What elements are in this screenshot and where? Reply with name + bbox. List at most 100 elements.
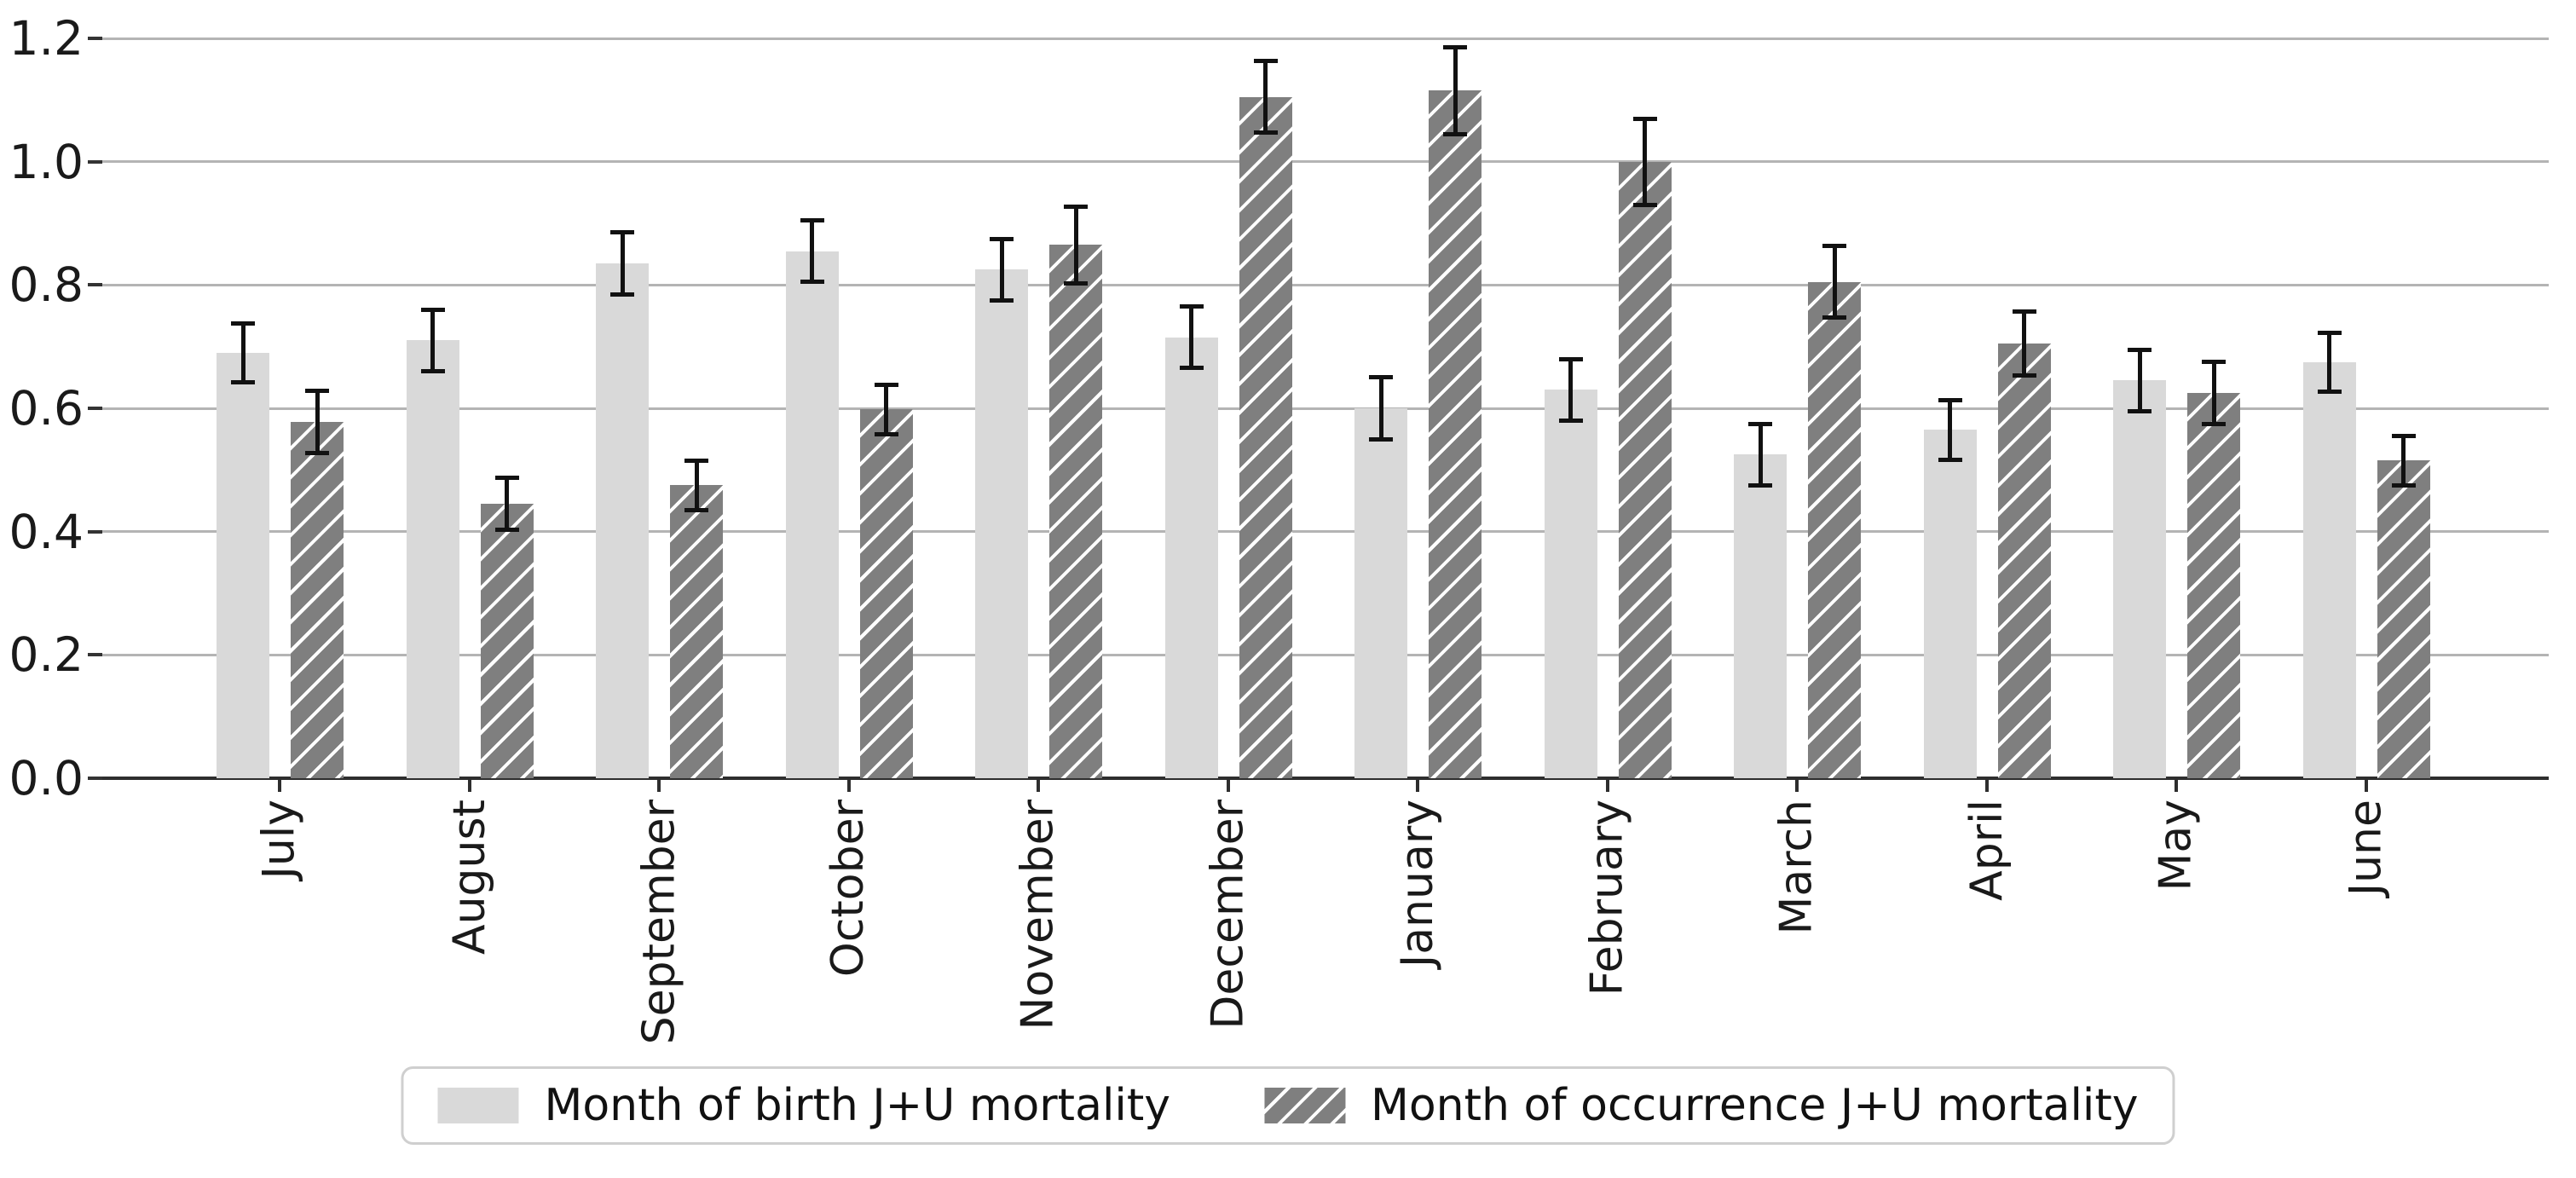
bar-birth-february — [1544, 390, 1597, 778]
bar-occurrence-june — [2377, 460, 2430, 778]
x-tick-label-march: March — [1771, 800, 1822, 935]
error-bar-cap-bottom-occurrence-december — [1253, 130, 1278, 136]
bar-occurrence-january — [1429, 90, 1481, 778]
error-bar-cap-bottom-occurrence-may — [2202, 421, 2226, 426]
error-bar-cap-top-birth-august — [420, 307, 445, 312]
error-bar-occurrence-december — [1263, 61, 1268, 133]
error-bar-birth-june — [2327, 332, 2331, 392]
gridline-y-1.2 — [101, 37, 2549, 40]
x-tick-mark-september — [657, 778, 661, 792]
error-bar-birth-august — [430, 309, 435, 372]
error-bar-cap-top-birth-june — [2317, 330, 2342, 335]
error-bar-cap-top-occurrence-february — [1632, 116, 1657, 121]
error-bar-cap-bottom-birth-february — [1558, 418, 1583, 423]
bar-birth-january — [1354, 408, 1407, 778]
error-bar-cap-top-occurrence-july — [305, 389, 329, 394]
error-bar-occurrence-june — [2401, 436, 2406, 486]
error-bar-cap-top-occurrence-december — [1253, 59, 1278, 64]
x-tick-mark-may — [2175, 778, 2178, 792]
bar-occurrence-may — [2187, 392, 2240, 778]
error-bar-cap-top-occurrence-january — [1443, 45, 1467, 50]
x-tick-label-may: May — [2151, 800, 2202, 892]
error-bar-birth-september — [620, 232, 625, 295]
error-bar-cap-top-birth-september — [610, 230, 634, 235]
error-bar-occurrence-november — [1073, 206, 1078, 284]
y-tick-label-1.0: 1.0 — [9, 134, 84, 189]
error-bar-cap-bottom-occurrence-november — [1064, 280, 1088, 286]
error-bar-occurrence-february — [1643, 118, 1647, 205]
x-tick-label-november: November — [1013, 800, 1064, 1031]
gridline-y-0.6 — [101, 407, 2549, 410]
y-tick-label-0.2: 0.2 — [9, 627, 84, 683]
x-axis-line — [101, 777, 2549, 780]
bar-birth-april — [1923, 430, 1977, 778]
error-bar-cap-bottom-occurrence-april — [2012, 373, 2036, 378]
x-tick-mark-february — [1605, 778, 1609, 792]
x-tick-label-august: August — [443, 800, 495, 955]
y-tick-mark-0.0 — [88, 777, 102, 780]
x-tick-label-february: February — [1581, 800, 1633, 996]
error-bar-cap-top-birth-april — [1938, 398, 1962, 403]
bar-birth-july — [217, 352, 269, 778]
y-tick-label-0.8: 0.8 — [9, 257, 84, 313]
gridline-y-0.4 — [101, 530, 2549, 534]
error-bar-cap-top-birth-february — [1558, 356, 1583, 361]
bar-birth-december — [1164, 337, 1218, 778]
bar-birth-september — [596, 263, 649, 778]
bar-occurrence-august — [480, 504, 534, 778]
legend-item-month-of-occurrence: Month of occurrence J+U mortality — [1264, 1083, 2139, 1128]
gridline-y-0.8 — [101, 283, 2549, 286]
legend-item-month-of-birth: Month of birth J+U mortality — [437, 1083, 1170, 1128]
error-bar-cap-bottom-birth-april — [1938, 457, 1962, 462]
y-tick-label-1.2: 1.2 — [9, 11, 84, 66]
error-bar-cap-bottom-birth-july — [231, 380, 255, 385]
y-tick-mark-0.4 — [88, 529, 102, 534]
legend-label-month-of-birth: Month of birth J+U mortality — [544, 1080, 1170, 1131]
legend: Month of birth J+U mortality Month of oc… — [401, 1066, 2175, 1145]
error-bar-cap-top-birth-january — [1369, 375, 1393, 380]
x-tick-label-october: October — [823, 800, 875, 978]
x-tick-mark-april — [1984, 778, 1989, 792]
error-bar-cap-bottom-birth-august — [420, 369, 445, 374]
y-tick-mark-0.8 — [88, 283, 102, 287]
x-tick-label-april: April — [1961, 800, 2013, 901]
error-bar-occurrence-january — [1453, 47, 1458, 135]
error-bar-cap-top-birth-december — [1179, 304, 1204, 309]
error-bar-birth-december — [1189, 306, 1193, 368]
error-bar-occurrence-september — [694, 460, 699, 511]
error-bar-birth-march — [1758, 424, 1763, 486]
error-bar-cap-bottom-occurrence-october — [874, 431, 898, 436]
error-bar-cap-bottom-birth-september — [610, 292, 634, 297]
error-bar-occurrence-july — [315, 390, 320, 453]
plot-area — [101, 37, 2549, 780]
bar-occurrence-october — [859, 409, 913, 778]
error-bar-cap-top-occurrence-november — [1064, 204, 1088, 209]
error-bar-cap-bottom-birth-january — [1369, 436, 1393, 442]
error-bar-birth-may — [2137, 349, 2142, 412]
error-bar-cap-bottom-occurrence-september — [684, 507, 708, 512]
bar-occurrence-december — [1239, 96, 1292, 778]
error-bar-cap-bottom-occurrence-july — [305, 450, 329, 455]
error-bar-cap-bottom-occurrence-march — [1822, 315, 1846, 320]
bar-occurrence-april — [1997, 344, 2051, 778]
error-bar-cap-top-birth-july — [231, 320, 255, 326]
error-bar-cap-top-birth-march — [1748, 421, 1772, 426]
y-tick-label-0.6: 0.6 — [9, 381, 84, 436]
bar-occurrence-november — [1049, 245, 1102, 778]
gridline-y-1 — [101, 160, 2549, 164]
bar-occurrence-march — [1808, 281, 1861, 778]
error-bar-cap-bottom-birth-november — [990, 297, 1014, 303]
y-tick-label-0.0: 0.0 — [9, 751, 84, 806]
bar-occurrence-september — [670, 485, 723, 778]
x-tick-mark-june — [2364, 778, 2368, 792]
error-bar-birth-january — [1378, 377, 1383, 440]
error-bar-birth-november — [999, 239, 1004, 301]
bar-occurrence-july — [291, 421, 344, 778]
error-bar-cap-bottom-birth-june — [2317, 389, 2342, 394]
error-bar-occurrence-august — [505, 477, 509, 530]
bar-birth-may — [2113, 380, 2166, 778]
y-tick-mark-0.2 — [88, 653, 102, 657]
bar-birth-november — [975, 269, 1028, 778]
bar-birth-october — [785, 251, 839, 778]
